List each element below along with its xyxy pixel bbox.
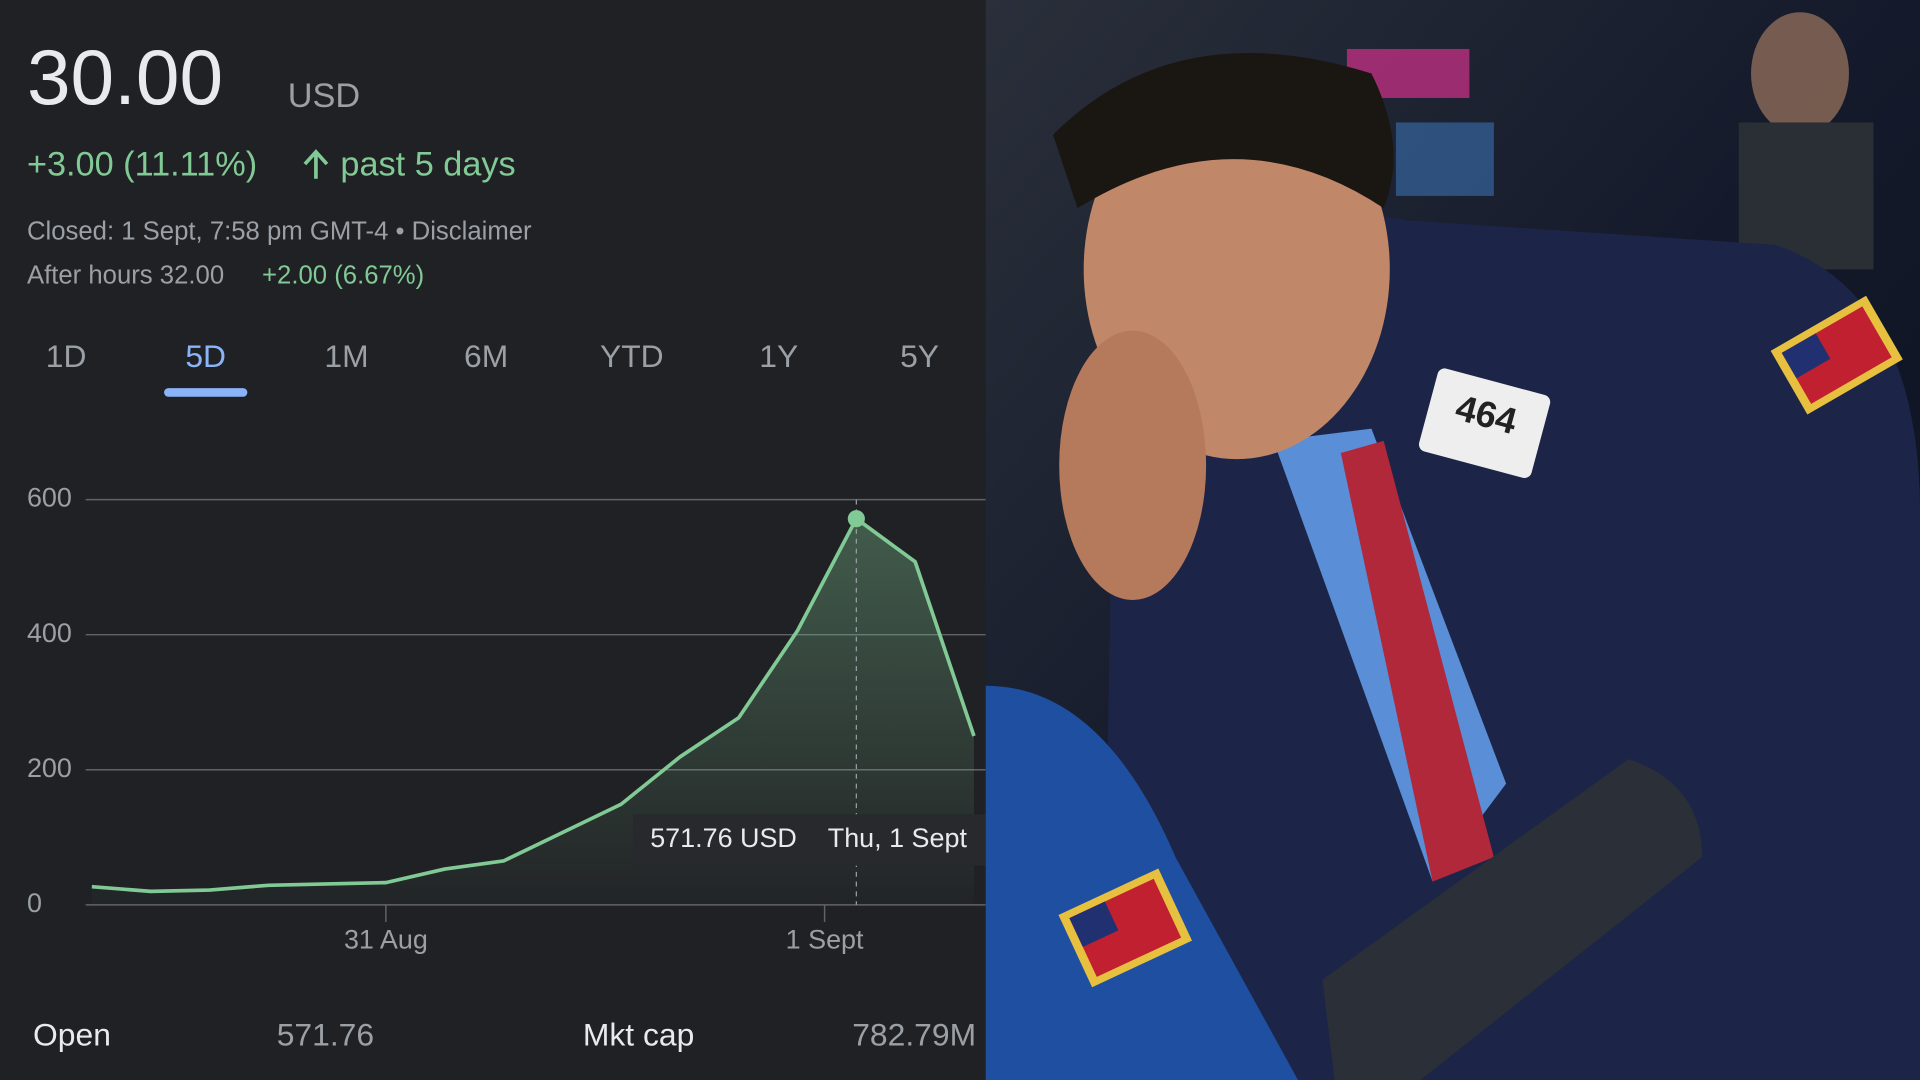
hair (1053, 53, 1394, 209)
flag-canton (1069, 901, 1119, 947)
y-tick-label: 0 (27, 888, 42, 918)
y-tick-label: 600 (27, 483, 72, 513)
chart: 0 200 400 600 31 Aug 1 Sept 571.76 USD Thu, 1 S… (27, 483, 1001, 955)
stat-label: Open (33, 1017, 111, 1053)
flag-patch (1058, 868, 1192, 988)
photo: 464 (985, 0, 1920, 1080)
flag (1781, 306, 1892, 404)
y-tick-label: 200 (27, 753, 72, 783)
person (1751, 12, 1849, 135)
tab[interactable]: 1M (324, 338, 368, 374)
status: Closed: 1 Sept, 7:58 pm GMT-4 • Disclaim… (27, 217, 532, 245)
up-arrow (303, 149, 329, 179)
tooltip-value: 571.76 USD (650, 823, 797, 853)
stat-value: 571.76 (277, 1017, 374, 1053)
badge: 464 (1418, 368, 1551, 479)
tab[interactable]: 6M (464, 338, 508, 374)
tablet (1322, 759, 1703, 1080)
screen-light (1395, 122, 1494, 196)
flag (1069, 878, 1182, 977)
x-tick-label: 1 Sept (786, 925, 864, 955)
stat-value: 782.79M (852, 1017, 976, 1053)
price: 30.00 (27, 33, 223, 121)
stat-label: Mkt cap (583, 1017, 694, 1053)
area (91, 518, 974, 905)
tab[interactable]: 1D (46, 338, 87, 374)
tooltip-date: Thu, 1 Sept (828, 823, 968, 853)
tab-indicator (164, 388, 248, 397)
y-tick-label: 400 (27, 618, 72, 648)
flag-canton (1781, 333, 1831, 379)
period: past 5 days (340, 146, 515, 184)
tab[interactable]: YTD (600, 338, 664, 374)
badge-card (1418, 368, 1551, 479)
tab[interactable]: 5Y (900, 338, 939, 374)
hover-point (847, 510, 865, 528)
x-tick-label: 31 Aug (344, 925, 428, 955)
after-hours: After hours 32.00 (27, 262, 224, 290)
tooltip (633, 814, 1001, 866)
currency: USD (288, 77, 360, 115)
line (91, 516, 976, 894)
stats: Open 571.76 Mkt cap 782.79M (33, 1017, 976, 1053)
tab[interactable]: 5D (185, 338, 226, 374)
flag-patch (1770, 295, 1903, 415)
tab[interactable]: 1Y (759, 338, 798, 374)
tabs: 1D 5D 1M 6M YTD 1Y 5Y (46, 338, 939, 397)
tie (1340, 440, 1494, 882)
change: +3.00 (11.11%) (27, 146, 257, 184)
after-hours-change: +2.00 (6.67%) (262, 262, 424, 290)
hand (1059, 330, 1207, 600)
